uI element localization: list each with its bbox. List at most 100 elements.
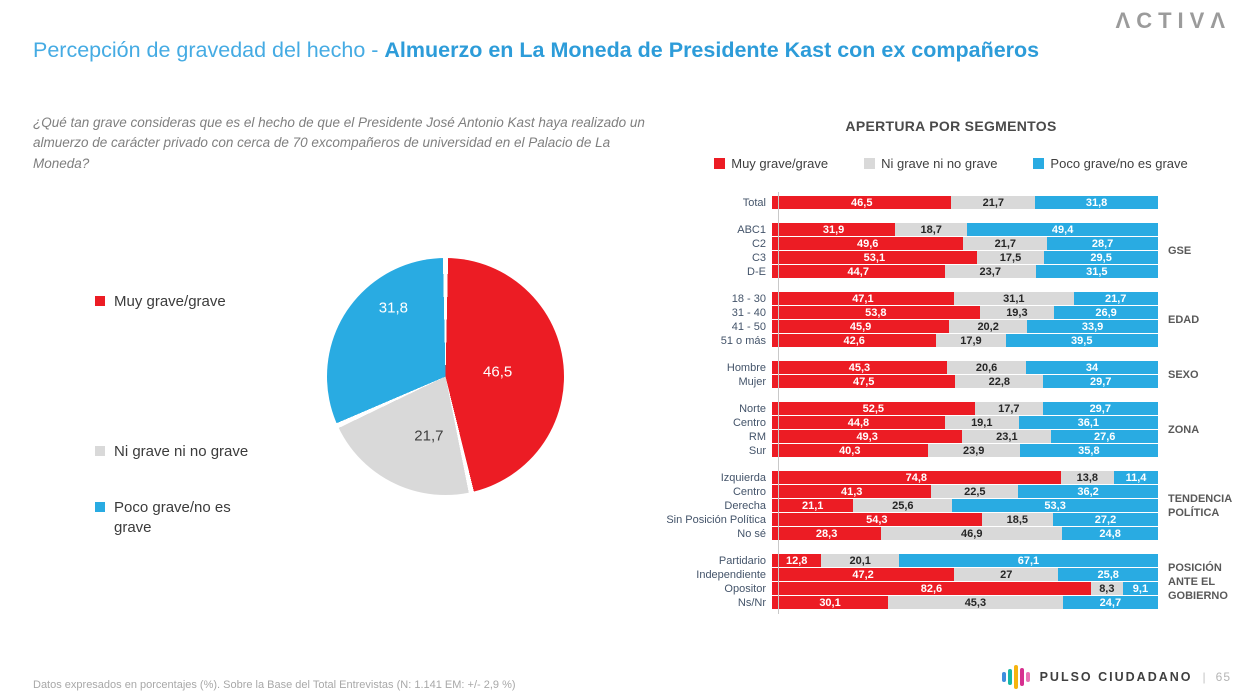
bar-segment-value: 45,3	[964, 596, 987, 609]
legend-swatch-icon	[95, 446, 105, 456]
page-title: Percepción de gravedad del hecho - Almue…	[33, 36, 1048, 66]
bar-segment-value: 27	[1000, 568, 1013, 581]
bar-row-label: 31 - 40	[731, 306, 766, 319]
bar-row: Hombre 45,3 20,6 34	[660, 361, 1158, 374]
bar-row: Independiente 47,2 27 25,8	[660, 568, 1158, 581]
bar-group-label: POSICIÓN ANTE EL GOBIERNO	[1168, 561, 1228, 603]
bar-track: 40,3 23,9 35,8	[772, 444, 1158, 457]
bar-row: 41 - 50 45,9 20,2 33,9	[660, 320, 1158, 333]
bar-segment-value: 29,7	[1089, 375, 1112, 388]
bar-segment: 8,3	[1090, 582, 1123, 595]
bar-row-label: Izquierda	[720, 471, 766, 484]
bar-segment: 21,7	[951, 196, 1036, 209]
bar-row-label: 41 - 50	[731, 320, 766, 333]
bar-group-rows: Norte 52,5 17,7 29,7 Centro 44,8 19,1 36,1 RM 49,…	[660, 402, 1158, 458]
bar-row-label: No sé	[737, 527, 766, 540]
pie-value-label: 46,5	[483, 363, 513, 381]
bar-segment-value: 11,4	[1125, 471, 1147, 484]
bar-segment: 21,7	[1073, 292, 1158, 305]
bar-row: Sin Posición Política 54,3 18,5 27,2	[660, 513, 1158, 526]
bar-segment-value: 34	[1085, 361, 1099, 374]
legend-label: Ni grave ni no grave	[114, 443, 249, 460]
bar-row-label: Derecha	[724, 499, 766, 512]
bar-segment-value: 53,3	[1044, 499, 1066, 512]
bar-row-label: 51 o más	[720, 334, 766, 347]
bar-row: Total 46,5 21,7 31,8	[660, 196, 1158, 209]
bar-segment: 30,1	[772, 596, 889, 609]
bar-track: 52,5 17,7 29,7	[772, 402, 1158, 415]
bar-row-label: Sur	[748, 444, 766, 457]
bar-segment: 19,3	[979, 306, 1055, 319]
bar-row-label: D-E	[747, 265, 766, 278]
page-title-regular: Percepción de gravedad del hecho -	[33, 38, 385, 62]
bar-track: 54,3 18,5 27,2	[772, 513, 1158, 526]
bar-row-label: Partidario	[718, 554, 766, 567]
bar-group-rows: ABC1 31,9 18,7 49,4 C2 49,6 21,7 28,7 C3 53,1 17,5…	[660, 223, 1158, 279]
pie-legend-item: Muy grave/grave	[95, 292, 270, 312]
bar-group: ABC1 31,9 18,7 49,4 C2 49,6 21,7 28,7 C3 53,1 17,5…	[660, 223, 1242, 279]
bar-row-label: 18 - 30	[731, 292, 766, 305]
pulso-bars-icon	[1001, 665, 1030, 689]
bar-segment-value: 74,8	[905, 471, 928, 484]
bar-segment-value: 8,3	[1099, 582, 1115, 595]
bar-track: 47,1 31,1 21,7	[772, 292, 1158, 305]
bar-segment: 47,2	[772, 568, 955, 581]
bar-segment-value: 45,3	[848, 361, 871, 374]
bar-segment-value: 30,1	[819, 596, 841, 609]
bar-track: 49,6 21,7 28,7	[772, 237, 1158, 250]
bar-segment: 53,1	[772, 251, 977, 264]
bar-track: 30,1 45,3 24,7	[772, 596, 1158, 609]
bar-track: 47,2 27 25,8	[772, 568, 1158, 581]
bar-segment: 40,3	[772, 444, 928, 457]
bar-track: 31,9 18,7 49,4	[772, 223, 1158, 236]
bar-row: 31 - 40 53,8 19,3 26,9	[660, 306, 1158, 319]
bar-segment: 28,7	[1047, 237, 1158, 250]
bar-group: Partidario 12,8 20,1 67,1 Independiente 47,2 2…	[660, 554, 1242, 610]
segment-bars: Total 46,5 21,7 31,8 ABC1 31,9 18,7 49,4 C2 49,6 2…	[660, 192, 1242, 614]
bar-segment-value: 29,7	[1089, 402, 1111, 415]
bar-segment-value: 45,9	[849, 320, 872, 333]
bar-segment-value: 12,8	[785, 554, 808, 567]
bar-segment-value: 33,9	[1081, 320, 1104, 333]
bar-segment: 20,1	[821, 554, 899, 567]
bar-segment: 46,5	[772, 196, 952, 209]
page-number: 65	[1215, 670, 1231, 684]
bar-segment-value: 24,7	[1099, 596, 1122, 609]
bar-segment-value: 46,9	[961, 527, 983, 540]
legend-label: Poco grave/no es grave	[114, 499, 231, 537]
bar-row: No sé 28,3 46,9 24,8	[660, 527, 1158, 540]
bar-group: 18 - 30 47,1 31,1 21,7 31 - 40 53,8 19,3 26,9 41…	[660, 292, 1242, 348]
bar-row: 18 - 30 47,1 31,1 21,7	[660, 292, 1158, 305]
pie-legend-item: Poco grave/no es grave	[95, 498, 270, 539]
bar-segment-value: 22,8	[988, 375, 1011, 388]
segments-panel: APERTURA POR SEGMENTOS Muy grave/grave Ni…	[660, 118, 1242, 614]
pie-chart-wrap: 46,5 21,7 31,8	[327, 258, 564, 495]
bar-row: Izquierda 74,8 13,8 11,4	[660, 471, 1158, 484]
bar-segment-value: 54,3	[866, 513, 888, 526]
bar-segment: 31,1	[953, 292, 1074, 305]
bar-segment: 46,9	[881, 527, 1063, 540]
bar-row-label: Opositor	[724, 582, 766, 595]
bar-segment: 42,6	[772, 334, 937, 347]
bar-segment-value: 18,5	[1006, 513, 1028, 526]
bar-row-label: RM	[748, 430, 766, 443]
bar-segment: 53,3	[952, 499, 1158, 512]
bar-segment: 82,6	[772, 582, 1091, 595]
bar-segment-value: 47,2	[852, 568, 874, 581]
bar-segment: 41,3	[772, 485, 932, 498]
bar-segment-value: 49,6	[857, 237, 879, 250]
bar-segment-value: 29,5	[1090, 251, 1112, 264]
bar-segment: 25,6	[853, 499, 953, 512]
bar-segment: 22,5	[931, 485, 1019, 498]
bar-row-label: C2	[751, 237, 766, 250]
legend-label: Muy grave/grave	[114, 293, 226, 310]
bar-segment-value: 22,5	[964, 485, 986, 498]
bar-segment: 24,7	[1062, 596, 1158, 609]
bar-segment: 45,3	[772, 361, 947, 374]
segments-title: APERTURA POR SEGMENTOS	[845, 118, 1057, 134]
bar-segment-value: 23,7	[979, 265, 1001, 278]
bar-group-rows: Hombre 45,3 20,6 34 Mujer 47,5 22,8 29,7	[660, 361, 1158, 389]
bar-segment: 13,8	[1060, 471, 1114, 484]
bar-group-label: ZONA	[1168, 423, 1200, 436]
bar-segment-value: 17,5	[999, 251, 1022, 264]
